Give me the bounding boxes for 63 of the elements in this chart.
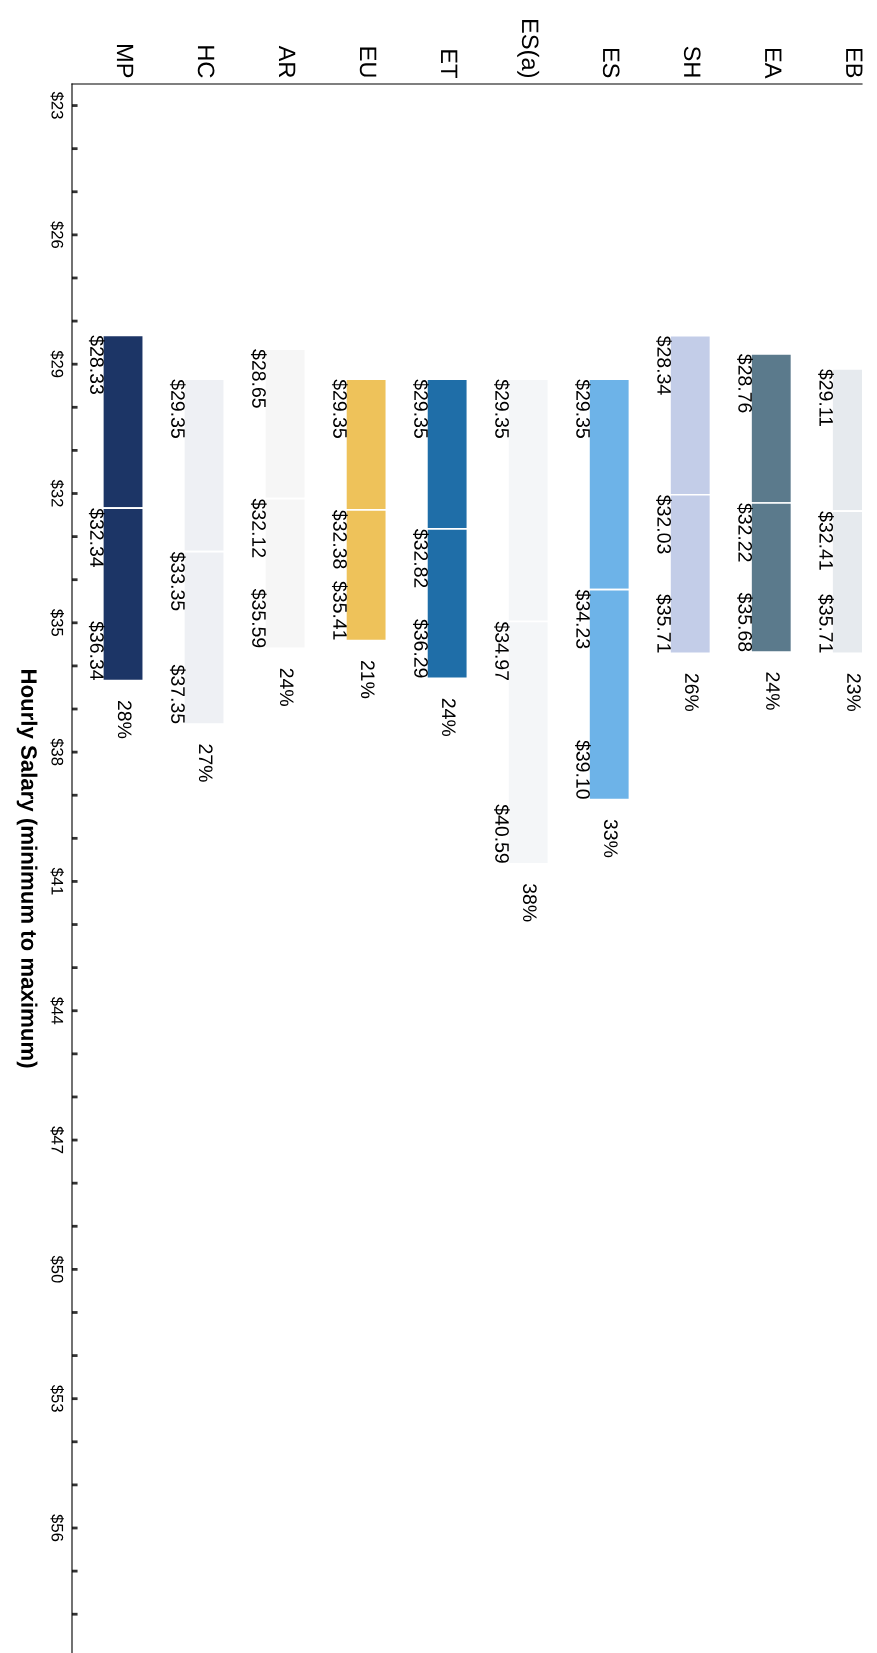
annotation: 23%: [847, 673, 861, 712]
x-tick-label: ET: [441, 50, 458, 78]
x-tick-label: MP: [116, 44, 134, 78]
annotation: $29.35: [575, 379, 591, 438]
annotation: $29.35: [169, 379, 186, 438]
annotation: 24%: [279, 668, 294, 706]
annotation: $34.97: [494, 621, 510, 681]
annotation: 28%: [117, 700, 132, 739]
y-tick-label: $53: [50, 1384, 64, 1412]
y-tick-label: $35: [50, 609, 64, 637]
x-tick-label: ES(a): [517, 20, 540, 77]
y-tick-label: $50: [50, 1255, 64, 1283]
annotation: $33.35: [169, 551, 186, 611]
y-axis-title: Hourly Salary (minimum to maximum): [16, 669, 38, 1068]
annotation: $28.34: [656, 335, 672, 395]
annotation: $28.65: [250, 349, 267, 408]
annotation: 27%: [198, 744, 213, 782]
annotation: 24%: [766, 672, 780, 710]
annotation: $32.34: [88, 508, 105, 568]
annotation: $35.71: [818, 594, 834, 653]
y-tick-label: $26: [50, 221, 64, 249]
annotation: $37.35: [169, 664, 186, 724]
annotation: $35.71: [656, 594, 672, 653]
annotation: $29.35: [494, 379, 510, 438]
y-tick-label: $44: [50, 997, 64, 1025]
annotation: 21%: [360, 660, 375, 699]
annotation: $40.59: [494, 804, 510, 863]
annotation: $34.23: [575, 589, 591, 649]
annotation: $32.38: [331, 510, 348, 569]
annotation: $36.29: [412, 619, 429, 678]
annotation: 26%: [685, 673, 699, 712]
annotation: $28.33: [88, 335, 105, 394]
x-tick-label: EU: [359, 47, 377, 77]
x-tick-label: EA: [765, 48, 782, 79]
annotation: $35.59: [250, 588, 267, 648]
y-tick-label: $29: [50, 350, 64, 378]
annotation: $28.76: [737, 354, 753, 413]
annotation: 24%: [442, 698, 456, 737]
y-tick-label: $41: [50, 867, 64, 895]
annotation: $29.35: [331, 379, 348, 438]
y-tick-label: $56: [50, 1514, 64, 1542]
annotation: $32.12: [250, 498, 267, 558]
annotation: $36.34: [88, 621, 105, 680]
annotation: $32.22: [737, 503, 753, 562]
annotation: $35.41: [331, 581, 348, 640]
y-tick-label: $47: [50, 1126, 64, 1154]
x-tick-label: ES: [602, 48, 620, 78]
annotation: $32.41: [818, 511, 834, 570]
annotation: $35.68: [737, 592, 753, 652]
y-tick-label: $23: [50, 91, 64, 119]
x-tick-label: HC: [197, 46, 215, 78]
x-tick-label: EB: [846, 48, 863, 78]
x-tick-label: AR: [278, 45, 296, 78]
annotation: $39.10: [575, 740, 591, 799]
y-tick-label: $32: [50, 479, 64, 507]
annotation: $29.11: [818, 369, 834, 427]
annotation: 38%: [522, 883, 537, 922]
annotation: $29.35: [412, 379, 429, 438]
x-tick-label: SH: [683, 46, 701, 77]
y-tick-label: $38: [50, 738, 64, 766]
annotation: $32.82: [412, 529, 429, 588]
annotation: $32.03: [656, 494, 672, 554]
annotation: 33%: [603, 819, 618, 858]
